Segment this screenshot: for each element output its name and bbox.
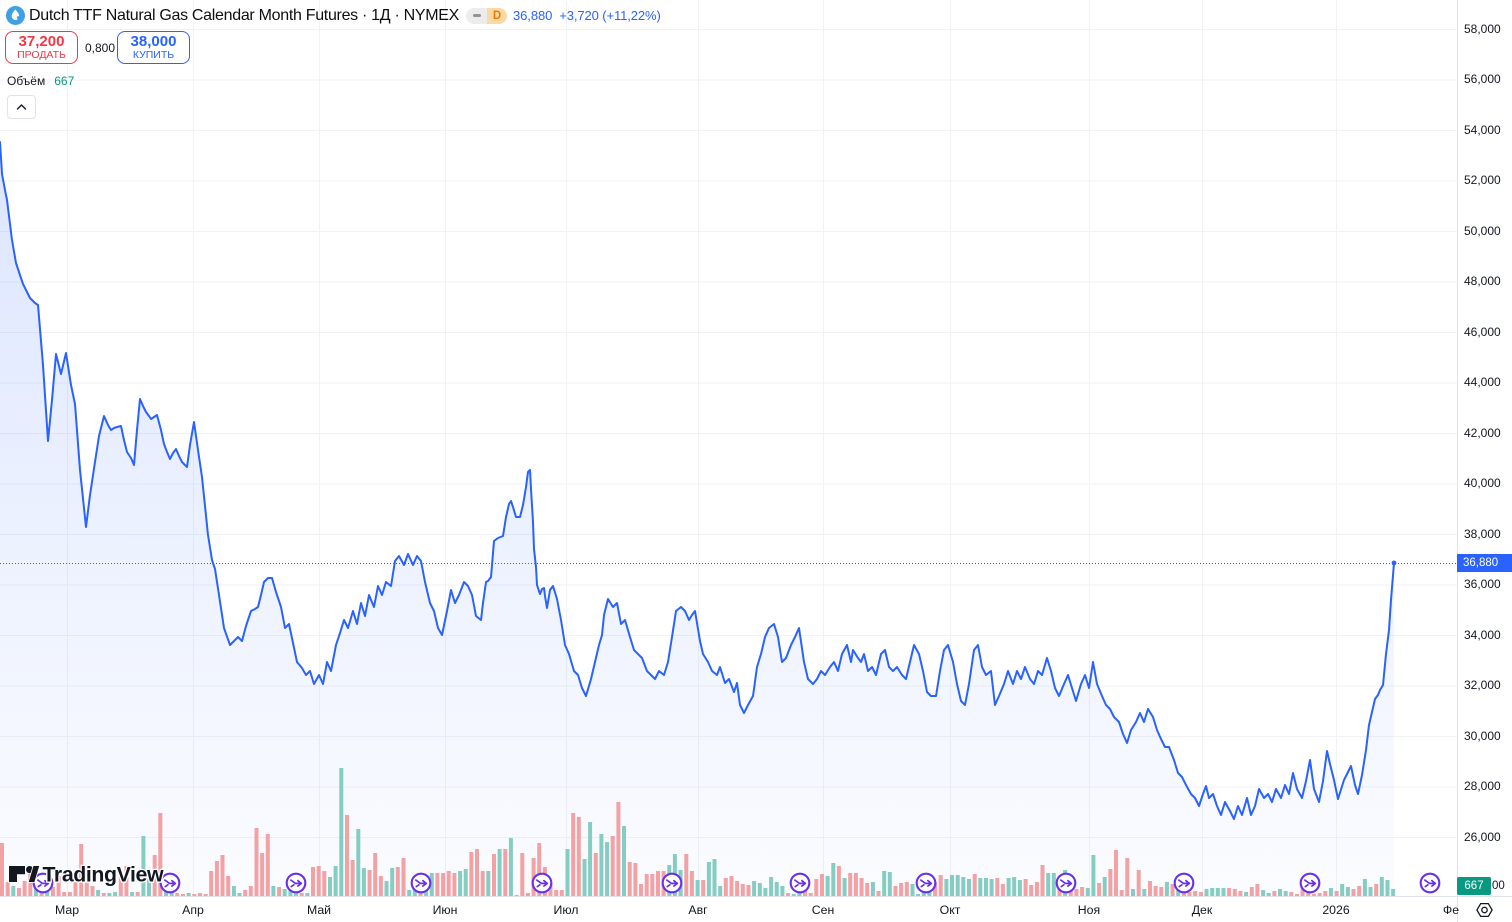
- svg-text:TradingView: TradingView: [43, 863, 164, 887]
